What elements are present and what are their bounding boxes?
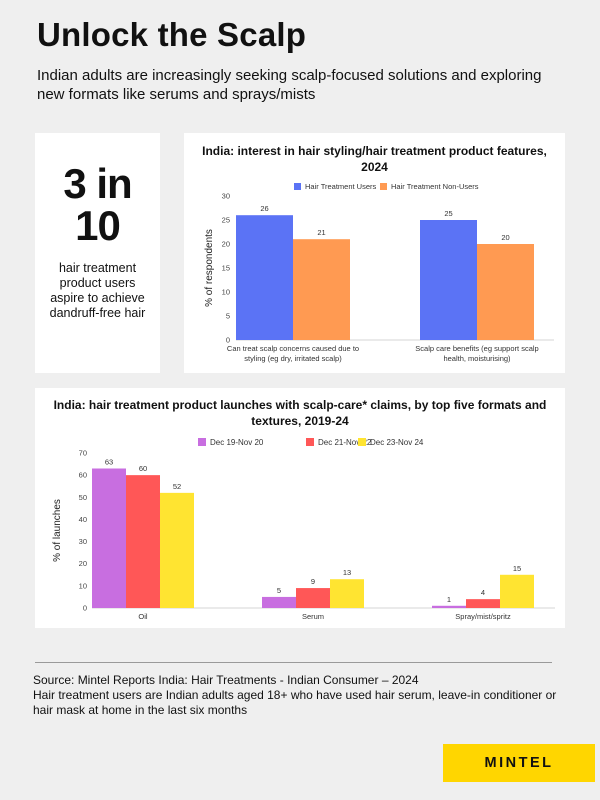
- stat-description: hair treatment product users aspire to a…: [49, 261, 146, 320]
- category-label: health, moisturising): [443, 354, 511, 363]
- bar: [330, 579, 364, 608]
- chart-title-features: India: interest in hair styling/hair tre…: [202, 144, 547, 174]
- data-label: 13: [343, 568, 351, 577]
- y-tick-label: 10: [79, 581, 87, 590]
- footnote-text: Hair treatment users are Indian adults a…: [33, 688, 557, 717]
- legend-swatch: [198, 438, 206, 446]
- bar: [420, 220, 477, 340]
- chart-features: Hair Treatment Users Hair Treatment Non-U…: [204, 182, 554, 363]
- bar: [477, 244, 534, 340]
- y-tick-label: 10: [222, 288, 230, 297]
- chart-title-launches: India: hair treatment product launches w…: [53, 398, 547, 428]
- bar: [293, 239, 350, 340]
- divider: [35, 662, 552, 663]
- y-tick-label: 20: [79, 559, 87, 568]
- data-label: 1: [447, 595, 451, 604]
- data-label: 20: [501, 233, 509, 242]
- stat-line-1: 3 in: [63, 160, 132, 207]
- bar: [296, 588, 330, 608]
- stat-line-2: 10: [75, 202, 121, 249]
- y-tick-label: 30: [222, 192, 230, 201]
- legend-swatch: [294, 183, 301, 190]
- category-label: Can treat scalp concerns caused due to: [227, 344, 359, 353]
- data-label: 26: [260, 204, 268, 213]
- page-subtitle: Indian adults are increasingly seeking s…: [37, 67, 542, 103]
- y-tick-label: 5: [226, 312, 230, 321]
- y-tick-label: 15: [222, 264, 230, 273]
- bar: [160, 492, 194, 608]
- y-tick-label: 50: [79, 493, 87, 502]
- y-tick-label: 25: [222, 216, 230, 225]
- data-label: 15: [513, 564, 521, 573]
- stat-card: 3 in 10 hair treatment product users asp…: [35, 133, 160, 373]
- category-label: Serum: [302, 612, 324, 621]
- category-label: styling (eg dry, irritated scalp): [244, 354, 342, 363]
- legend-label: Dec 21-Nov 22: [318, 438, 372, 447]
- data-label: 60: [139, 464, 147, 473]
- y-tick-label: 60: [79, 471, 87, 480]
- source-text: Source: Mintel Reports India: Hair Treat…: [33, 673, 419, 687]
- y-tick-label: 20: [222, 240, 230, 249]
- y-axis-label: % of respondents: [204, 229, 215, 307]
- bar: [500, 574, 534, 608]
- source-note: Source: Mintel Reports India: Hair Treat…: [33, 673, 573, 718]
- legend-label: Hair Treatment Non-Users: [391, 182, 479, 191]
- data-label: 63: [105, 458, 113, 467]
- legend-label: Dec 23-Nov 24: [370, 438, 424, 447]
- data-label: 9: [311, 577, 315, 586]
- category-label: Oil: [138, 612, 148, 621]
- bar: [92, 468, 126, 608]
- category-label: Spray/mist/spritz: [455, 612, 511, 621]
- legend-swatch: [380, 183, 387, 190]
- legend-swatch: [358, 438, 366, 446]
- y-tick-label: 70: [79, 449, 87, 458]
- bar: [432, 605, 466, 608]
- legend-label: Dec 19-Nov 20: [210, 438, 264, 447]
- y-tick-label: 30: [79, 537, 87, 546]
- chart-card-launches: India: hair treatment product launches w…: [35, 388, 565, 628]
- y-axis-label: % of launches: [52, 499, 63, 562]
- data-label: 4: [481, 588, 485, 597]
- data-label: 5: [277, 586, 281, 595]
- y-tick-label: 0: [83, 604, 87, 613]
- data-label: 25: [444, 209, 452, 218]
- y-tick-label: 0: [226, 336, 230, 345]
- data-label: 52: [173, 482, 181, 491]
- page-title: Unlock the Scalp: [37, 16, 307, 53]
- bar: [466, 599, 500, 608]
- legend-swatch: [306, 438, 314, 446]
- bar: [126, 475, 160, 608]
- y-tick-label: 40: [79, 515, 87, 524]
- data-label: 21: [317, 228, 325, 237]
- legend-label: Hair Treatment Users: [305, 182, 377, 191]
- category-label: Scalp care benefits (eg support scalp: [415, 344, 538, 353]
- chart-card-features: India: interest in hair styling/hair tre…: [184, 133, 565, 373]
- mintel-logo: MINTEL: [443, 744, 595, 782]
- bar: [262, 596, 296, 608]
- bar: [236, 215, 293, 340]
